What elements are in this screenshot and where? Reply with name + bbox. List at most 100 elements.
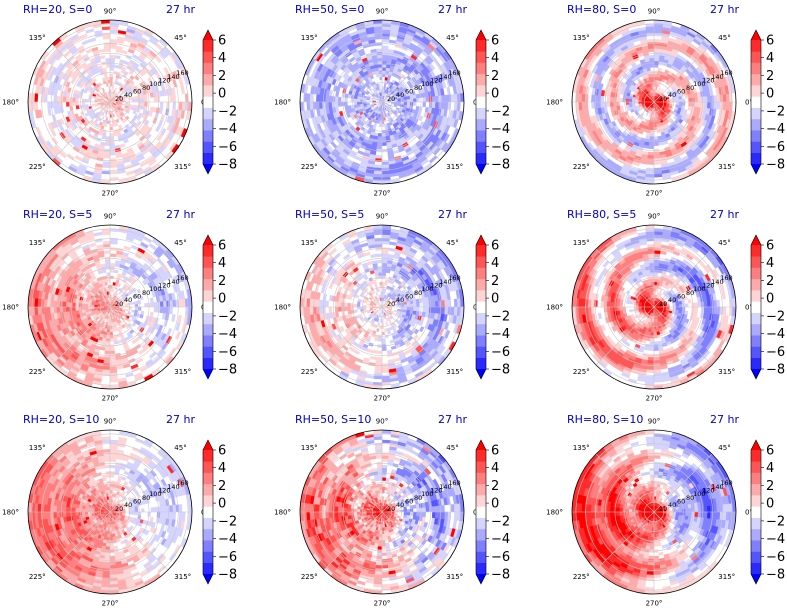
heatmap-cell <box>362 99 367 103</box>
heatmap-cell <box>163 101 167 109</box>
heatmap-cell <box>647 48 655 53</box>
heatmap-cell <box>381 142 388 147</box>
heatmap-cell <box>90 99 95 103</box>
heatmap-cell <box>650 70 655 74</box>
heatmap-cell <box>376 145 383 150</box>
angle-tick-label: 225° <box>573 163 590 171</box>
heatmap-cell <box>707 101 711 109</box>
heatmap-cell <box>377 63 383 68</box>
heatmap-cell <box>649 133 655 137</box>
heatmap-cell <box>109 133 115 137</box>
heatmap-cell <box>81 303 86 308</box>
heatmap-cell <box>328 101 333 109</box>
heatmap-cell <box>707 95 711 103</box>
heatmap-cell <box>650 126 655 131</box>
heatmap-cell <box>53 101 57 109</box>
heatmap-cell <box>653 151 661 156</box>
heatmap-cell <box>107 322 111 327</box>
heatmap-cell <box>56 101 61 109</box>
heatmap-cell <box>648 57 655 62</box>
radial-tick-label: 40 <box>668 91 676 99</box>
heatmap-cell <box>106 126 111 131</box>
heatmap-cell <box>109 57 116 62</box>
heatmap-cell <box>653 63 659 68</box>
heatmap-cell <box>648 54 655 59</box>
heatmap-cell <box>109 136 115 141</box>
heatmap-cell <box>353 98 358 103</box>
heatmap-cell <box>347 101 351 107</box>
radial-tick-label: 60 <box>133 88 141 96</box>
heatmap-cell <box>669 101 674 105</box>
heatmap-cell <box>625 98 630 103</box>
heatmap-cell <box>381 63 387 68</box>
heatmap-cell <box>109 45 117 49</box>
heatmap-cell <box>622 98 626 103</box>
heatmap-cell <box>109 130 114 134</box>
heatmap-cell <box>435 95 439 103</box>
angle-tick-label: 90° <box>104 8 116 16</box>
heatmap-cell <box>65 96 70 103</box>
heatmap-cell <box>84 303 89 308</box>
heatmap-cell <box>647 151 655 156</box>
heatmap-cell <box>75 97 79 103</box>
heatmap-cell <box>53 95 57 103</box>
heatmap-cell <box>150 96 155 103</box>
heatmap-cell <box>109 281 114 286</box>
heatmap-cell <box>109 76 114 81</box>
heatmap-cell <box>150 101 155 108</box>
heatmap-cell <box>678 101 683 106</box>
panel-title: RH=50, S=0 <box>295 3 364 16</box>
heatmap-cell <box>381 130 386 134</box>
angle-tick-label: 225° <box>29 163 46 171</box>
heatmap-cell <box>653 133 659 137</box>
heatmap-cell <box>109 70 114 74</box>
heatmap-cell <box>109 73 114 78</box>
heatmap-cell <box>653 57 660 62</box>
radial-tick-label: 60 <box>677 88 685 96</box>
heatmap-cell <box>653 45 661 49</box>
heatmap-cell <box>622 101 626 106</box>
heatmap-cell <box>685 101 689 107</box>
heatmap-cell <box>106 331 111 336</box>
heatmap-cell <box>153 96 158 103</box>
heatmap-cell <box>682 101 686 106</box>
heatmap-cell <box>375 155 383 159</box>
heatmap-cell <box>381 82 385 87</box>
heatmap-cell <box>71 101 76 107</box>
heatmap-cell <box>381 57 388 62</box>
radial-tick-label: 160 <box>176 69 188 77</box>
heatmap-cell <box>649 67 655 71</box>
angle-tick-label: 135° <box>301 34 318 42</box>
heatmap-cell <box>159 95 164 103</box>
heatmap-cell <box>615 101 620 107</box>
heatmap-cell <box>376 142 383 147</box>
radial-tick-label: 160 <box>448 69 460 77</box>
heatmap-cell <box>347 97 351 103</box>
heatmap-cell <box>381 54 388 59</box>
heatmap-cell <box>350 101 354 106</box>
heatmap-cell <box>410 98 414 103</box>
angle-tick-label: 315° <box>718 163 735 171</box>
heatmap-cell <box>381 67 387 71</box>
heatmap-cell <box>103 151 111 156</box>
panel-4: 0°45°90°135°180°225°270°315°204060801001… <box>2 208 209 403</box>
heatmap-cell <box>328 95 333 103</box>
heatmap-cell <box>78 98 82 103</box>
heatmap-cell <box>381 45 389 49</box>
heatmap-cell <box>75 101 79 107</box>
panel-time-label: 27 hr <box>710 3 739 16</box>
angle-tick-label: 180° <box>546 99 563 107</box>
panel-time-label: 27 hr <box>166 3 195 16</box>
heatmap-cell <box>109 54 116 59</box>
heatmap-cell <box>406 101 411 106</box>
heatmap-cell <box>381 133 387 137</box>
heatmap-cell <box>138 303 142 308</box>
heatmap-cell <box>325 101 329 109</box>
heatmap-cell <box>109 155 117 159</box>
angle-tick-label: 135° <box>573 34 590 42</box>
radial-tick-label: 40 <box>396 91 404 99</box>
heatmap-cell <box>431 95 436 103</box>
heatmap-cell <box>90 304 95 308</box>
heatmap-cell <box>425 101 430 108</box>
heatmap-cell <box>109 48 117 53</box>
